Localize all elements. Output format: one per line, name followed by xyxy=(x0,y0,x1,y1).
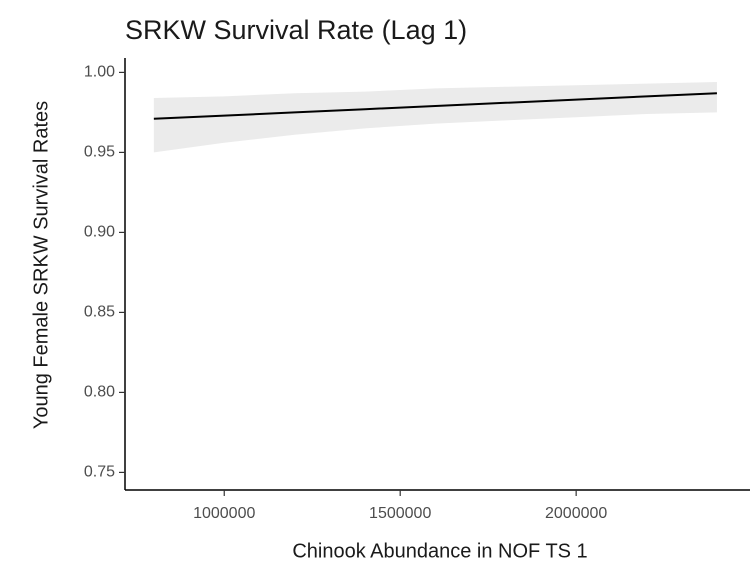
y-tick-label: 0.95 xyxy=(84,144,115,161)
y-axis-label: Young Female SRKW Survival Rates xyxy=(30,101,52,429)
y-tick-label: 0.90 xyxy=(84,224,115,241)
y-tick-label: 0.80 xyxy=(84,384,115,401)
y-tick-label: 0.75 xyxy=(84,464,115,481)
x-axis-label: Chinook Abundance in NOF TS 1 xyxy=(292,540,587,562)
y-tick-label: 1.00 xyxy=(84,64,115,81)
chart-title: SRKW Survival Rate (Lag 1) xyxy=(125,15,467,45)
x-tick-label: 2000000 xyxy=(545,505,607,522)
x-tick-label: 1000000 xyxy=(193,505,255,522)
x-tick-label: 1500000 xyxy=(369,505,431,522)
y-tick-label: 0.85 xyxy=(84,304,115,321)
fit-line xyxy=(153,92,717,120)
confidence-band xyxy=(153,82,717,153)
